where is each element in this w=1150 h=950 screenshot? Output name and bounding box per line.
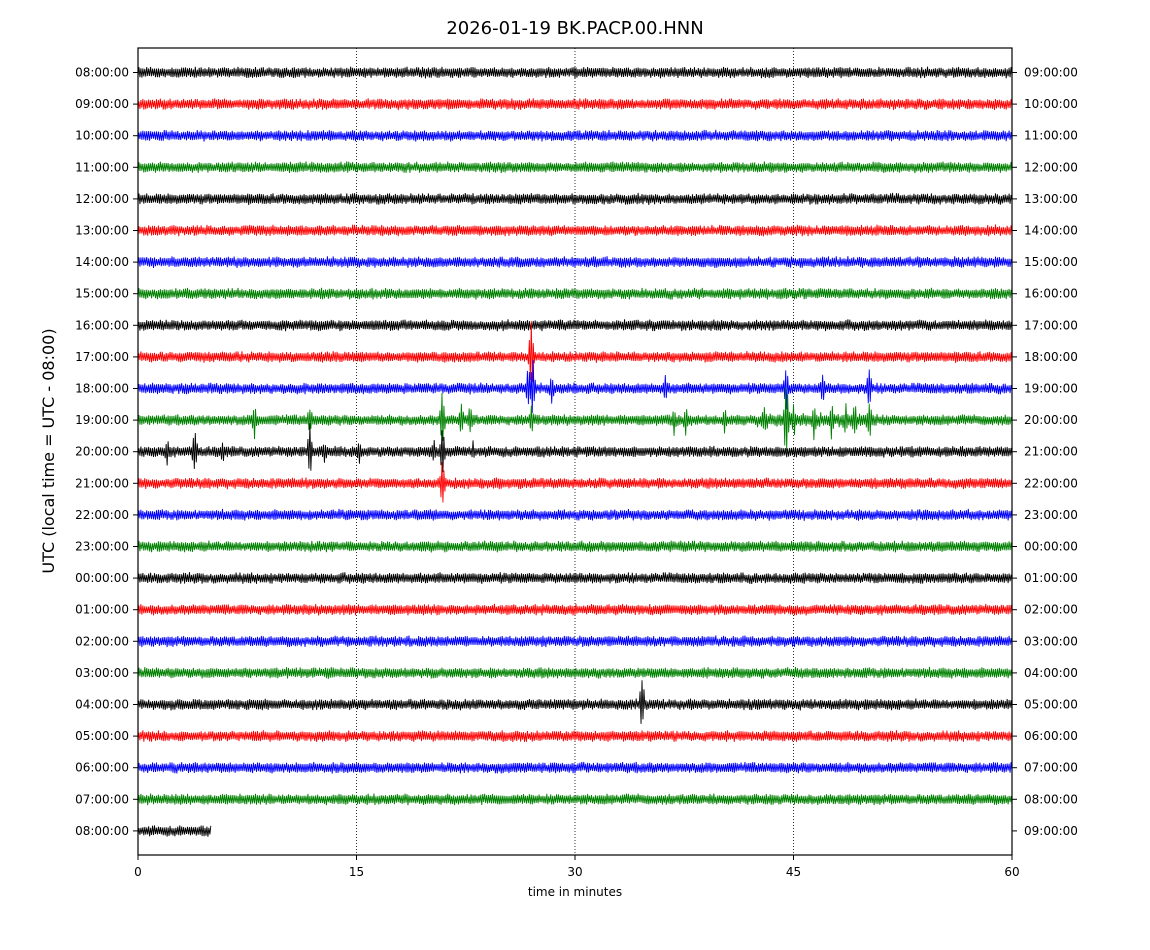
left-time-label: 14:00:00 — [75, 255, 129, 269]
right-time-label: 23:00:00 — [1024, 508, 1078, 522]
left-time-label: 13:00:00 — [75, 224, 129, 238]
right-time-label: 03:00:00 — [1024, 634, 1078, 648]
trace-row-6 — [137, 256, 1013, 269]
right-time-label: 18:00:00 — [1024, 350, 1078, 364]
trace-row-23 — [137, 793, 1013, 806]
right-time-labels: 09:00:00 10:00:00 11:00:00 12:00:00 13:00:00… — [1012, 66, 1078, 838]
trace-row-14 — [137, 508, 1013, 521]
left-time-label: 20:00:00 — [75, 445, 129, 459]
right-time-label: 04:00:00 — [1024, 666, 1078, 680]
trace-row-21 — [137, 730, 1013, 743]
right-time-label: 19:00:00 — [1024, 382, 1078, 396]
left-time-label: 15:00:00 — [75, 287, 129, 301]
left-time-label: 03:00:00 — [75, 666, 129, 680]
left-time-label: 10:00:00 — [75, 129, 129, 143]
x-axis-ticks: 0 15 30 45 60 — [134, 855, 1020, 879]
left-time-label: 02:00:00 — [75, 634, 129, 648]
x-tick-label: 30 — [567, 865, 582, 879]
trace-row-4 — [137, 192, 1013, 205]
trace-row-16 — [137, 572, 1013, 584]
right-time-label: 14:00:00 — [1024, 224, 1078, 238]
x-tick-label: 0 — [134, 865, 142, 879]
left-time-label: 09:00:00 — [75, 97, 129, 111]
left-time-label: 04:00:00 — [75, 698, 129, 712]
right-time-label: 13:00:00 — [1024, 192, 1078, 206]
left-time-label: 08:00:00 — [75, 824, 129, 838]
trace-row-8 — [137, 319, 1013, 332]
trace-row-18 — [137, 635, 1013, 648]
right-time-label: 00:00:00 — [1024, 540, 1078, 554]
right-time-label: 22:00:00 — [1024, 476, 1078, 490]
trace-row-19 — [137, 666, 1013, 679]
left-time-label: 08:00:00 — [75, 66, 129, 80]
right-time-label: 17:00:00 — [1024, 318, 1078, 332]
x-axis-label: time in minutes — [528, 885, 622, 899]
right-time-label: 08:00:00 — [1024, 792, 1078, 806]
left-time-labels: 08:00:00 09:00:00 10:00:00 11:00:00 12:00:00… — [75, 66, 138, 838]
trace-row-11 — [137, 387, 1013, 452]
trace-row-3 — [137, 161, 1013, 174]
left-time-label: 23:00:00 — [75, 540, 129, 554]
trace-row-1 — [137, 98, 1013, 111]
y-axis-label: UTC (local time = UTC - 08:00) — [39, 328, 58, 573]
trace-row-15 — [137, 540, 1013, 553]
left-time-label: 18:00:00 — [75, 382, 129, 396]
trace-row-5 — [137, 224, 1013, 237]
trace-row-9 — [137, 321, 1013, 382]
left-time-label: 22:00:00 — [75, 508, 129, 522]
left-time-label: 21:00:00 — [75, 476, 129, 490]
trace-row-12 — [137, 423, 1013, 473]
left-time-label: 17:00:00 — [75, 350, 129, 364]
trace-row-13 — [137, 462, 1013, 503]
right-time-label: 20:00:00 — [1024, 413, 1078, 427]
seismic-traces — [137, 66, 1013, 837]
right-time-label: 10:00:00 — [1024, 97, 1078, 111]
trace-row-24 — [137, 825, 212, 837]
chart-title: 2026-01-19 BK.PACP.00.HNN — [446, 18, 703, 39]
left-time-label: 12:00:00 — [75, 192, 129, 206]
right-time-label: 21:00:00 — [1024, 445, 1078, 459]
right-time-label: 01:00:00 — [1024, 571, 1078, 585]
right-time-label: 16:00:00 — [1024, 287, 1078, 301]
left-time-label: 11:00:00 — [75, 160, 129, 174]
right-time-label: 09:00:00 — [1024, 66, 1078, 80]
left-time-label: 07:00:00 — [75, 792, 129, 806]
left-time-label: 00:00:00 — [75, 571, 129, 585]
right-time-label: 11:00:00 — [1024, 129, 1078, 143]
trace-row-22 — [137, 761, 1013, 774]
right-time-label: 06:00:00 — [1024, 729, 1078, 743]
trace-row-0 — [137, 66, 1013, 79]
left-time-label: 05:00:00 — [75, 729, 129, 743]
x-tick-label: 60 — [1004, 865, 1019, 879]
right-time-label: 15:00:00 — [1024, 255, 1078, 269]
trace-row-10 — [137, 360, 1013, 413]
trace-row-20 — [137, 680, 1013, 724]
trace-row-7 — [137, 287, 1013, 300]
trace-row-2 — [137, 129, 1013, 142]
right-time-label: 02:00:00 — [1024, 603, 1078, 617]
x-tick-label: 15 — [349, 865, 364, 879]
left-time-label: 16:00:00 — [75, 318, 129, 332]
trace-row-17 — [137, 603, 1013, 616]
right-time-label: 09:00:00 — [1024, 824, 1078, 838]
left-time-label: 19:00:00 — [75, 413, 129, 427]
x-tick-label: 45 — [786, 865, 801, 879]
right-time-label: 05:00:00 — [1024, 698, 1078, 712]
right-time-label: 07:00:00 — [1024, 761, 1078, 775]
right-time-label: 12:00:00 — [1024, 160, 1078, 174]
grid-lines — [356, 48, 794, 855]
left-time-label: 06:00:00 — [75, 761, 129, 775]
left-time-label: 01:00:00 — [75, 603, 129, 617]
